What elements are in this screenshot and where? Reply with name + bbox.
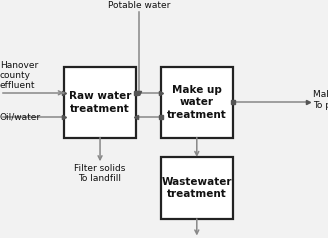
Bar — [161, 67, 233, 138]
Text: Filter solids
To landfill: Filter solids To landfill — [74, 164, 126, 183]
Text: Oil/water: Oil/water — [0, 112, 41, 121]
Text: Make up
water
treatment: Make up water treatment — [167, 85, 227, 120]
Text: Hanover
county
Potable water: Hanover county Potable water — [108, 0, 171, 10]
Text: Hanover
county
effluent: Hanover county effluent — [0, 61, 38, 90]
Bar — [161, 157, 233, 219]
Text: Make up water
To power block: Make up water To power block — [313, 90, 328, 110]
Text: Wastewater
treatment: Wastewater treatment — [162, 177, 232, 199]
Bar — [64, 67, 136, 138]
Text: Raw water
treatment: Raw water treatment — [69, 91, 131, 114]
